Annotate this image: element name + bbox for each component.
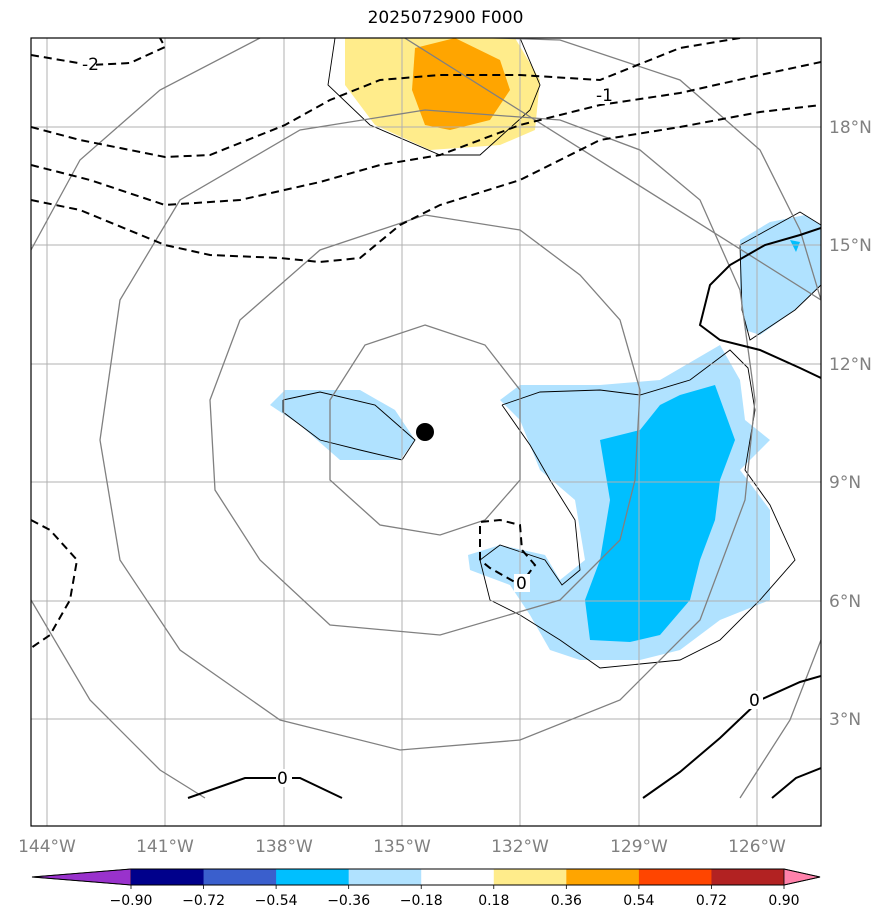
colorbar-segment	[711, 869, 785, 885]
colorbar-tick-labels: −0.90 −0.72 −0.54 −0.36 −0.18 0.18 0.36 0.54 0.7…	[110, 885, 800, 909]
colorbar-tick-label: −0.54	[255, 893, 298, 909]
lon-label: 135°W	[373, 837, 431, 857]
colorbar-tick-label: −0.90	[110, 893, 153, 909]
colorbar-segment	[276, 869, 350, 885]
latitude-labels: 18°N 15°N 12°N 9°N 6°N 3°N	[829, 118, 872, 730]
colorbar-tick-label: 0.54	[623, 893, 654, 909]
contour-labels: -2 -1 0 0 0	[80, 55, 763, 789]
colorbar-tick-label: −0.36	[327, 893, 370, 909]
colorbar-tick-label: 0.90	[768, 893, 799, 909]
lon-label: 141°W	[136, 837, 194, 857]
lat-label: 18°N	[829, 118, 872, 138]
colorbar-segment	[493, 869, 567, 885]
longitude-labels: 144°W 141°W 138°W 135°W 132°W 129°W 126°…	[18, 837, 786, 857]
lat-label: 12°N	[829, 355, 872, 375]
lon-label: 132°W	[491, 837, 549, 857]
storm-center-marker	[416, 423, 434, 441]
colorbar-tick-label: 0.36	[551, 893, 582, 909]
negative-anomaly-east-strong	[585, 385, 735, 642]
colorbar-segment	[566, 869, 640, 885]
colorbar-tick-label: 0.72	[696, 893, 727, 909]
contour-label-zero-south: 0	[277, 769, 288, 789]
lat-label: 9°N	[829, 473, 861, 493]
contour-label-minus2: -2	[82, 55, 99, 75]
colorbar-tick-label: −0.72	[182, 893, 225, 909]
colorbar-segment	[348, 869, 422, 885]
dashed-contours	[31, 38, 821, 649]
lon-label: 138°W	[255, 837, 313, 857]
colorbar-extend-low	[31, 868, 132, 886]
lon-label: 129°W	[610, 837, 668, 857]
positive-anomaly-strong	[412, 38, 510, 130]
negative-anomaly-northeast-strong	[790, 240, 800, 252]
range-rings	[31, 38, 821, 799]
lat-label: 6°N	[829, 592, 861, 612]
solid-contours	[187, 227, 821, 799]
contour-label-zero-center: 0	[516, 574, 527, 594]
map-title: 2025072900 F000	[367, 8, 524, 28]
negative-anomaly-west	[270, 390, 415, 460]
lat-label: 15°N	[829, 236, 872, 256]
lat-label: 3°N	[829, 710, 861, 730]
colorbar-extend-high	[783, 868, 821, 886]
lon-label: 126°W	[728, 837, 786, 857]
colorbar-segment	[203, 869, 277, 885]
colorbar	[31, 868, 821, 886]
colorbar-segment	[421, 869, 495, 885]
lon-label: 144°W	[18, 837, 76, 857]
colorbar-segment	[638, 869, 712, 885]
colorbar-tick-label: −0.18	[400, 893, 443, 909]
colorbar-segment	[131, 869, 205, 885]
contour-label-zero-southeast: 0	[749, 691, 760, 711]
map-frame	[30, 37, 822, 827]
colorbar-tick-label: 0.18	[478, 893, 509, 909]
contour-label-minus1: -1	[596, 86, 613, 106]
